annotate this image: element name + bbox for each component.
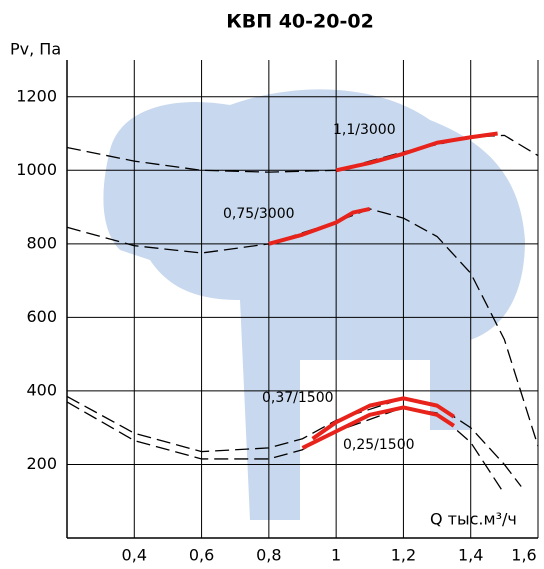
x-tick-label: 1,2: [391, 546, 416, 565]
y-tick-label: 600: [26, 307, 57, 326]
chart-title: КВП 40-20-02: [226, 11, 374, 33]
y-tick-label: 1200: [16, 86, 57, 105]
curve-label: 0,75/3000: [223, 206, 295, 222]
working-range: [268, 206, 371, 246]
x-tick-label: 0,6: [189, 546, 214, 565]
curve-label: 0,37/1500: [262, 390, 334, 406]
y-tick-label: 200: [26, 454, 57, 473]
x-tick-label: 0,8: [256, 546, 281, 565]
working-range: [301, 405, 455, 450]
curve-label: 0,25/1500: [343, 437, 415, 453]
working-range: [311, 396, 455, 441]
y-axis-label: Pv, Па: [10, 40, 61, 59]
y-tick-label: 400: [26, 380, 57, 399]
x-tick-label: 1,4: [458, 546, 483, 565]
working-range: [335, 131, 498, 173]
x-tick-label: 1,6: [511, 546, 536, 565]
watermark: [103, 89, 525, 520]
x-tick-label: 1: [331, 546, 341, 565]
y-tick-label: 800: [26, 233, 57, 252]
x-axis-label: Q тыс.м³/ч: [430, 510, 517, 529]
curve-label: 1,1/3000: [333, 122, 396, 138]
y-tick-label: 1000: [16, 160, 57, 179]
x-tick-label: 0,4: [122, 546, 147, 565]
